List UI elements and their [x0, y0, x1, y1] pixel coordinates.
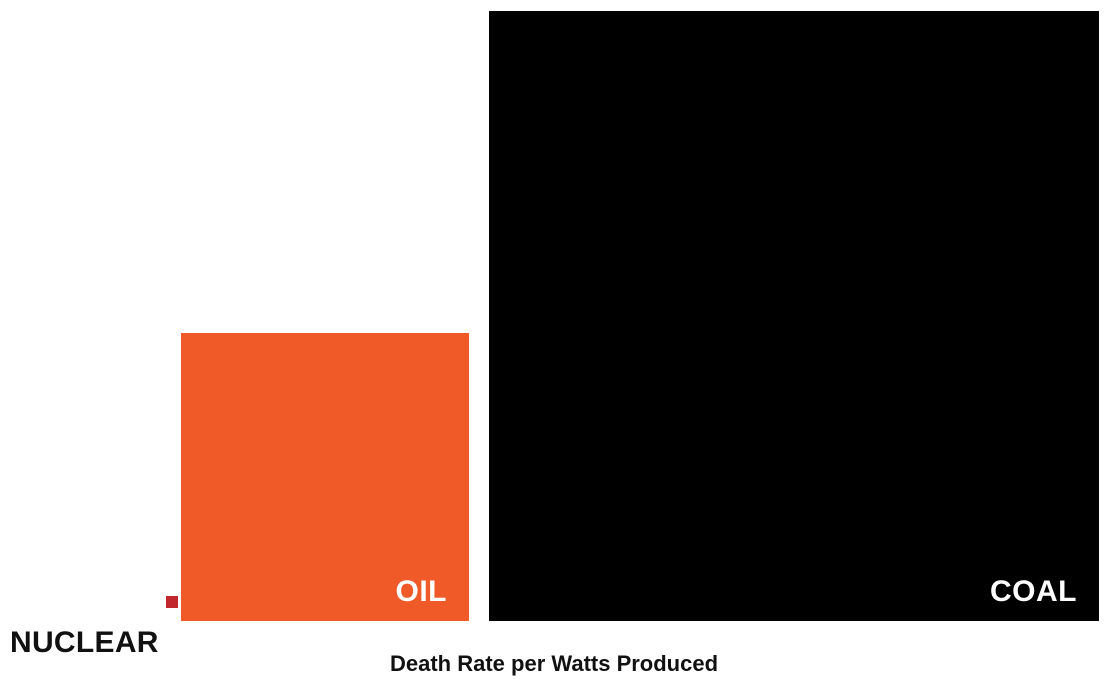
nuclear-square [166, 596, 178, 608]
nuclear-label: NUCLEAR [10, 626, 159, 659]
oil-label: OIL [395, 574, 447, 608]
coal-square: COAL [489, 11, 1099, 621]
chart-caption: Death Rate per Watts Produced [390, 651, 719, 676]
oil-square: OIL [180, 332, 469, 621]
coal-label: COAL [990, 575, 1077, 608]
